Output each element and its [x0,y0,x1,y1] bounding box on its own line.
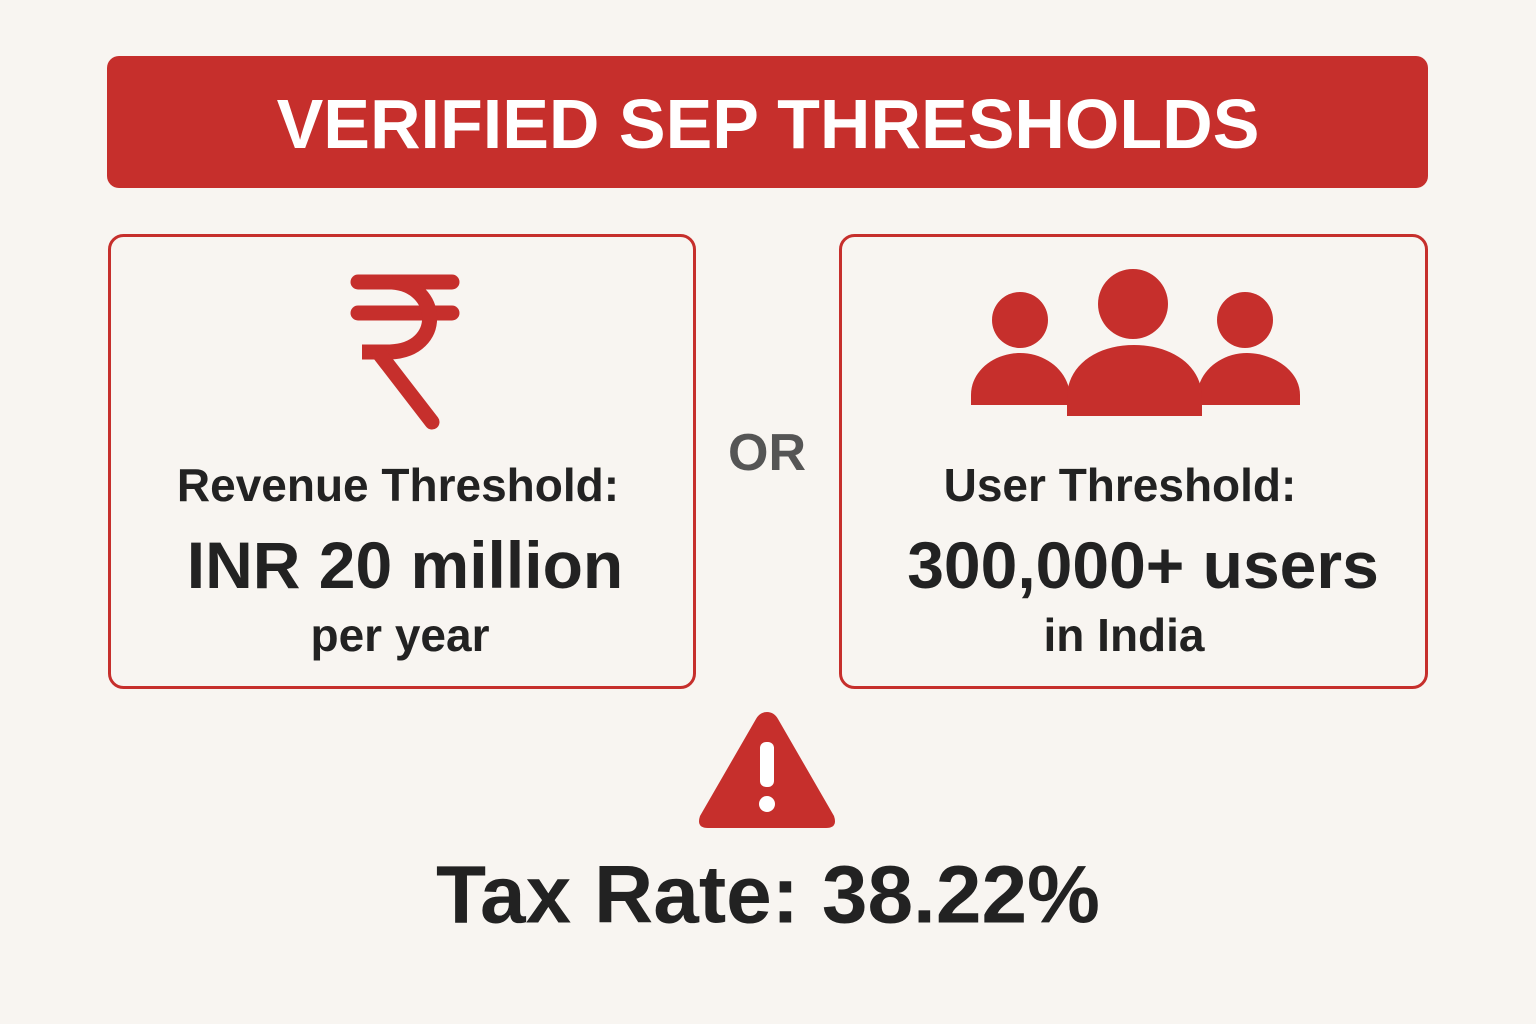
rupee-icon [350,274,460,430]
tax-rate: Tax Rate: 38.22% [436,850,1100,941]
revenue-card [108,234,696,689]
card-value: INR 20 million [187,528,623,602]
separator: OR [728,424,806,482]
card-label: Revenue Threshold: [177,459,619,511]
card-label: User Threshold: [944,459,1297,511]
warning-icon [699,712,835,828]
title: VERIFIED SEP THRESHOLDS [277,85,1260,163]
card-detail: per year [310,609,489,661]
card-value: 300,000+ users [907,528,1379,602]
users-icon [971,269,1300,416]
card-detail: in India [1044,609,1205,661]
user-card [839,234,1428,689]
title-banner [107,56,1428,188]
